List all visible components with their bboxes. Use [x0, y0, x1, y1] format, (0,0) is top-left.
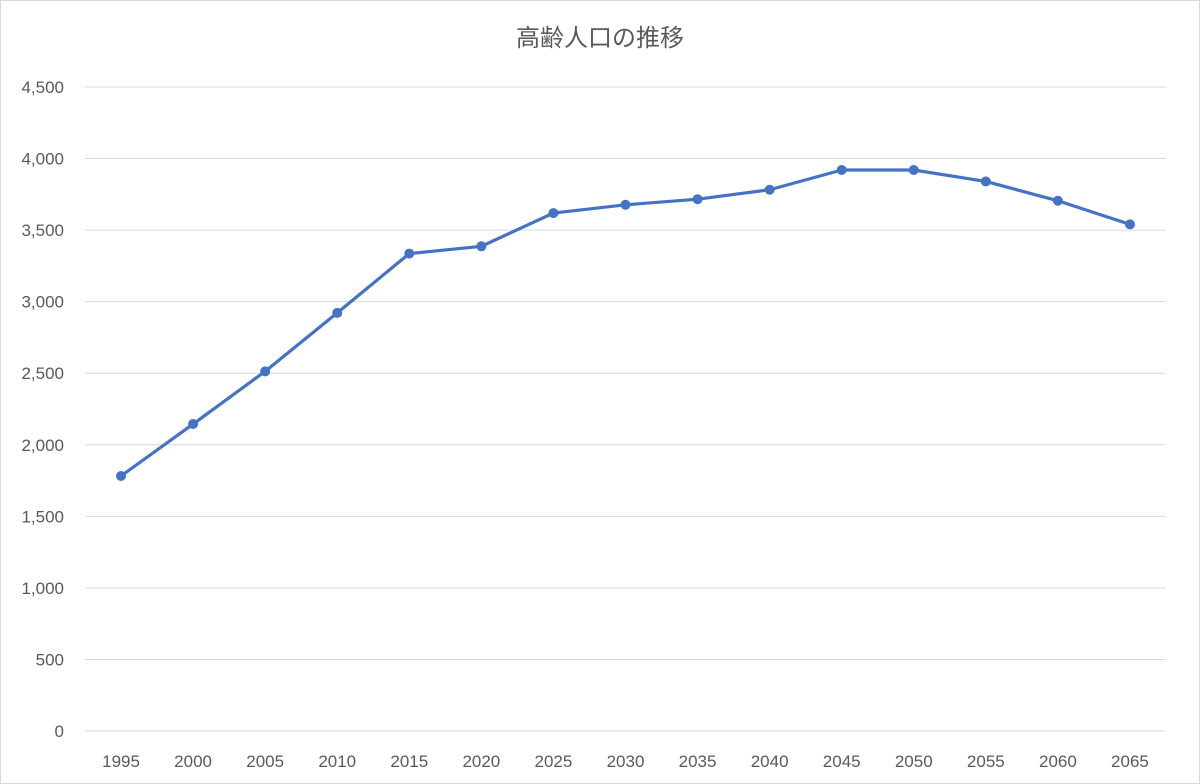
- chart-title: 高齢人口の推移: [516, 24, 684, 52]
- data-point: [620, 199, 631, 210]
- gridlines: [85, 86, 1166, 732]
- x-tick-label: 2020: [462, 752, 500, 771]
- y-tick-label: 3,500: [21, 221, 64, 240]
- y-tick-label: 4,500: [21, 78, 64, 97]
- data-point: [836, 165, 847, 176]
- x-tick-label: 2045: [823, 752, 861, 771]
- data-point: [476, 241, 487, 252]
- data-point: [260, 366, 271, 377]
- data-point: [116, 470, 127, 481]
- data-point: [692, 194, 703, 205]
- data-point: [764, 184, 775, 195]
- x-tick-label: 2060: [1039, 752, 1077, 771]
- y-tick-label: 3,000: [21, 293, 64, 312]
- x-tick-label: 2035: [679, 752, 717, 771]
- data-point: [188, 419, 199, 430]
- y-tick-label: 2,500: [21, 364, 64, 383]
- x-axis-tick-labels: 1995 2000 2005 2010 2015 2020 2025 2030 2035 2040…: [102, 752, 1149, 771]
- x-tick-label: 2005: [246, 752, 284, 771]
- data-point: [548, 208, 559, 219]
- y-tick-label: 0: [55, 722, 64, 741]
- x-tick-label: 2015: [390, 752, 428, 771]
- x-tick-label: 1995: [102, 752, 140, 771]
- data-point: [908, 165, 919, 176]
- x-tick-label: 2025: [535, 752, 573, 771]
- y-tick-label: 1,000: [21, 579, 64, 598]
- data-point: [980, 176, 991, 187]
- x-tick-label: 2010: [318, 752, 356, 771]
- data-markers: [116, 165, 1135, 481]
- data-point: [404, 248, 415, 259]
- series-line: [119, 168, 1132, 478]
- x-tick-label: 2000: [174, 752, 212, 771]
- data-point: [1124, 219, 1135, 230]
- x-tick-label: 2030: [607, 752, 645, 771]
- y-tick-label: 2,000: [21, 436, 64, 455]
- y-tick-label: 500: [36, 650, 64, 669]
- data-point: [332, 307, 343, 318]
- x-tick-label: 2040: [751, 752, 789, 771]
- y-tick-label: 1,500: [21, 507, 64, 526]
- x-tick-label: 2055: [967, 752, 1005, 771]
- y-axis-tick-labels: 0 500 1,000 1,500 2,000 2,500 3,000 3,500 4,000 4…: [21, 78, 64, 741]
- x-tick-label: 2050: [895, 752, 933, 771]
- data-point: [1052, 195, 1063, 206]
- y-tick-label: 4,000: [21, 150, 64, 169]
- x-tick-label: 2065: [1111, 752, 1149, 771]
